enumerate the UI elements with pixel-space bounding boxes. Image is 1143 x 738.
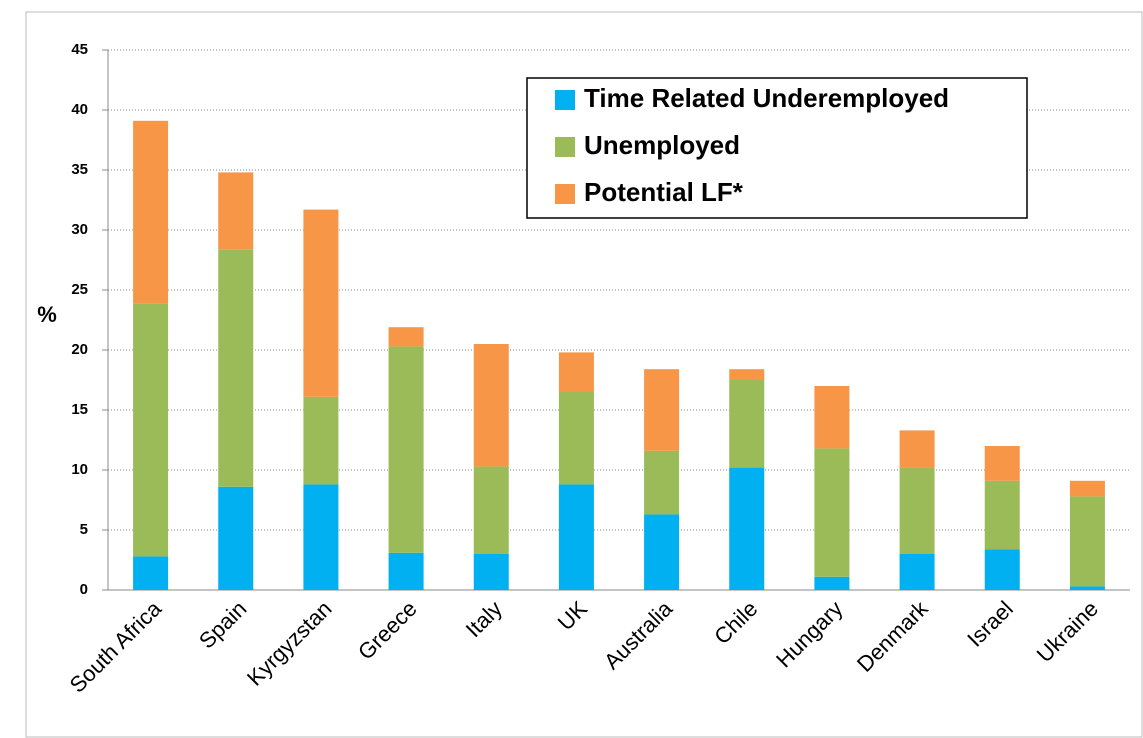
- bar-segment: [388, 327, 424, 347]
- bar-segment: [814, 576, 850, 590]
- bar-segment: [558, 484, 594, 590]
- legend-swatch: [555, 90, 575, 110]
- bar-segment: [644, 369, 680, 451]
- legend-label: Potential LF*: [584, 177, 744, 207]
- bar-segment: [388, 552, 424, 590]
- y-tick-label: 30: [71, 221, 88, 238]
- bar-segment: [1069, 586, 1105, 590]
- y-tick-label: 0: [80, 581, 88, 598]
- bar-segment: [644, 514, 680, 590]
- bar-segment: [1069, 496, 1105, 587]
- y-tick-label: 15: [71, 401, 88, 418]
- bar-segment: [218, 249, 254, 487]
- bar-segment: [814, 448, 850, 577]
- y-tick-label: 40: [71, 101, 88, 118]
- y-tick-label: 5: [80, 521, 88, 538]
- bar-segment: [558, 352, 594, 392]
- bar-segment: [133, 556, 169, 590]
- y-tick-label: 10: [71, 461, 88, 478]
- bar-segment: [729, 380, 765, 468]
- bar-segment: [899, 554, 935, 590]
- y-tick-label: 20: [71, 341, 88, 358]
- bar-segment: [984, 480, 1020, 550]
- y-tick-label: 25: [71, 281, 88, 298]
- y-axis-label: %: [37, 302, 57, 327]
- legend-swatch: [555, 137, 575, 157]
- bar-segment: [303, 484, 339, 590]
- bar-segment: [303, 396, 339, 485]
- bar-segment: [984, 549, 1020, 590]
- bar-segment: [644, 450, 680, 515]
- bar-segment: [218, 486, 254, 590]
- legend-swatch: [555, 184, 575, 204]
- legend-box: [526, 77, 1028, 219]
- bar-segment: [729, 369, 765, 380]
- bar-segment: [1069, 480, 1105, 497]
- bar-segment: [133, 303, 169, 557]
- bar-segment: [558, 392, 594, 485]
- bar-segment: [473, 554, 509, 590]
- bar-segment: [729, 467, 765, 590]
- bar-segment: [388, 346, 424, 553]
- bar-segment: [899, 467, 935, 554]
- bar-segment: [814, 386, 850, 449]
- legend-label: Unemployed: [584, 130, 740, 160]
- y-tick-label: 45: [71, 41, 88, 58]
- bar-segment: [133, 120, 169, 304]
- bar-segment: [984, 446, 1020, 481]
- bar-segment: [303, 209, 339, 397]
- y-tick-label: 35: [71, 161, 88, 178]
- bar-segment: [899, 430, 935, 468]
- bar-segment: [473, 344, 509, 467]
- bar-segment: [473, 466, 509, 554]
- bar-segment: [218, 172, 254, 250]
- legend-label: Time Related Underemployed: [584, 83, 949, 113]
